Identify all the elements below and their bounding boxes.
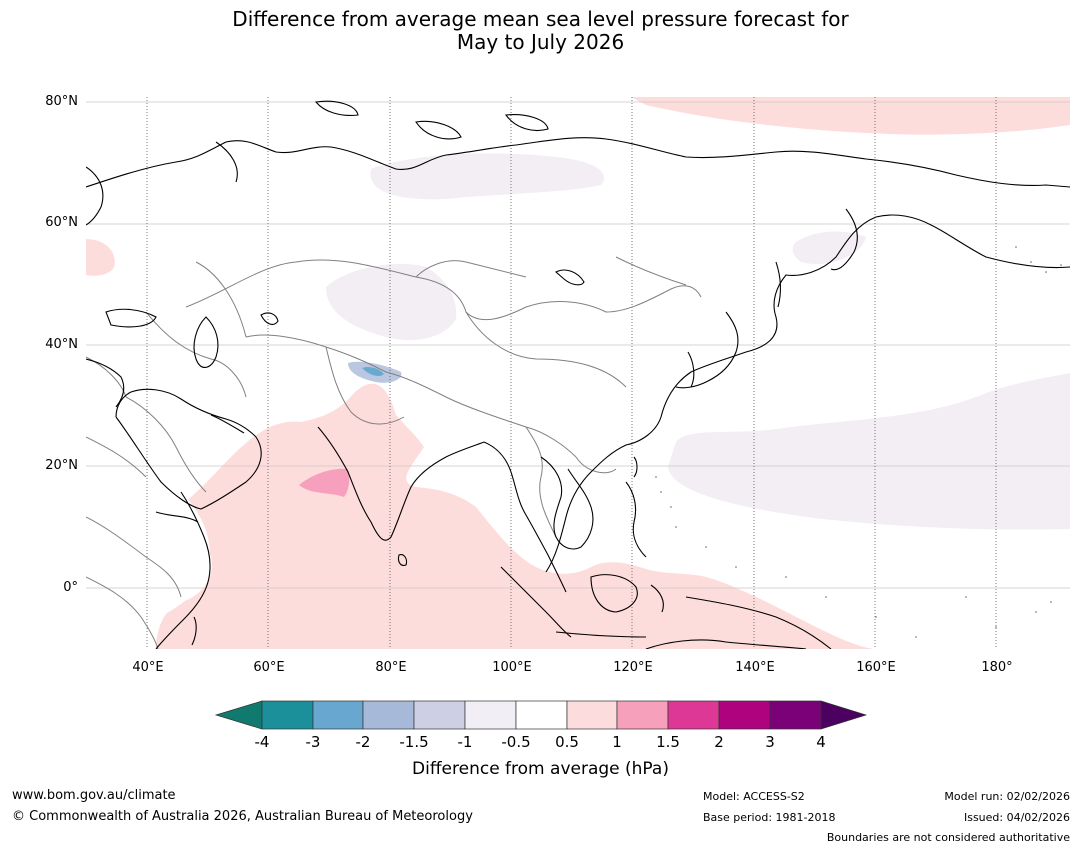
footer-model-run: Model run: 02/02/2026	[944, 790, 1070, 803]
colorbar-bin-4	[413, 700, 466, 730]
lon-label-100e: 100°E	[492, 660, 532, 675]
colorbar-tick: 1	[612, 733, 622, 751]
colorbar-bin-9	[667, 700, 720, 730]
anomaly-himalaya-blue-core	[362, 366, 384, 376]
coastlines	[86, 100, 1070, 649]
lon-label-60e: 60°E	[253, 660, 285, 675]
colorbar-extend-low	[214, 700, 263, 730]
lon-label-140e: 140°E	[735, 660, 775, 675]
colorbar-tick: 2	[714, 733, 724, 751]
colorbar-bin-11	[769, 700, 822, 730]
colorbar-bin-3	[362, 700, 415, 730]
anomaly-centralasia-lilac	[326, 263, 457, 341]
pacific-islands	[655, 246, 1062, 638]
lon-label-80e: 80°E	[375, 660, 407, 675]
lat-label-20n: 20°N	[45, 458, 78, 473]
colorbar-bin-1	[261, 700, 314, 730]
anomaly-arctic-pink	[631, 97, 1070, 135]
colorbar-tick: 3	[765, 733, 775, 751]
lon-label-40e: 40°E	[132, 660, 164, 675]
colorbar-label: Difference from average (hPa)	[412, 759, 669, 779]
colorbar-tick: -1	[457, 733, 473, 751]
footer-model: Model: ACCESS-S2	[703, 790, 805, 803]
title-line-2: May to July 2026	[456, 30, 625, 54]
anomaly-kamchatka-lilac	[792, 231, 866, 265]
lat-label-0: 0°	[63, 580, 78, 595]
colorbar-bin-10	[718, 700, 771, 730]
graticule	[86, 97, 1070, 649]
colorbar-tick: -3	[305, 733, 321, 751]
colorbar-bin-8	[616, 700, 669, 730]
footer-disclaimer: Boundaries are not considered authoritat…	[826, 831, 1070, 844]
footer-url[interactable]: www.bom.gov.au/climate	[12, 788, 176, 803]
lat-label-60n: 60°N	[45, 215, 78, 230]
map-svg	[86, 97, 1070, 649]
colorbar-extend-high	[820, 700, 868, 730]
country-borders	[86, 256, 702, 649]
lon-label-160e: 160°E	[856, 660, 896, 675]
title-line-1: Difference from average mean sea level p…	[232, 7, 849, 31]
lat-label-40n: 40°N	[45, 337, 78, 352]
lon-label-180: 180°	[981, 660, 1013, 675]
anomaly-pacific-lilac	[668, 373, 1070, 530]
colorbar	[214, 700, 868, 730]
lon-label-120e: 120°E	[613, 660, 653, 675]
footer-issued: Issued: 04/02/2026	[963, 811, 1070, 824]
chart-title: Difference from average mean sea level p…	[0, 8, 1081, 54]
colorbar-tick: -2	[355, 733, 371, 751]
map-panel[interactable]	[86, 97, 1070, 649]
colorbar-bin-7	[566, 700, 618, 730]
colorbar-tick: 4	[816, 733, 826, 751]
colorbar-bin-5	[464, 700, 517, 730]
colorbar-tick: -4	[254, 733, 270, 751]
colorbar-tick: -0.5	[501, 733, 531, 751]
lat-label-80n: 80°N	[45, 94, 78, 109]
footer-copyright: © Commonwealth of Australia 2026, Austra…	[12, 809, 473, 824]
colorbar-tick: 1.5	[656, 733, 680, 751]
colorbar-bin-6	[515, 700, 568, 730]
anomaly-siberia-lilac	[370, 153, 604, 200]
anomaly-indianocean-pink	[156, 383, 876, 649]
footer-base-period: Base period: 1981-2018	[703, 811, 836, 824]
anomaly-arabiansea-pink	[299, 468, 350, 497]
colorbar-tick: -1.5	[399, 733, 429, 751]
colorbar-tick: 0.5	[555, 733, 579, 751]
anomaly-west-pink	[86, 239, 115, 276]
colorbar-bin-2	[312, 700, 364, 730]
